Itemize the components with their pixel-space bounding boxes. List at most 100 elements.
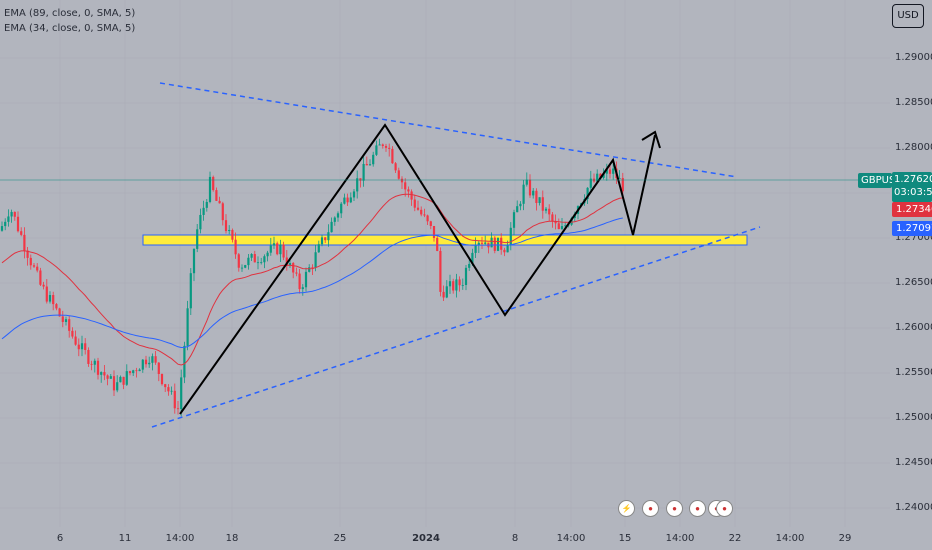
candle-body xyxy=(288,263,292,266)
candle-body xyxy=(413,199,416,208)
lower-trendline xyxy=(151,226,761,428)
candle-body xyxy=(400,178,404,183)
candle-body xyxy=(128,371,132,374)
candle-body xyxy=(32,265,36,267)
candle-body xyxy=(484,242,487,244)
candle-body xyxy=(586,187,589,200)
candle-body xyxy=(500,237,503,250)
candle-body xyxy=(55,304,58,309)
candle-body xyxy=(132,370,135,374)
candle-body xyxy=(429,221,432,226)
symbol-badge: GBPUSD xyxy=(858,173,903,188)
candle-body xyxy=(164,384,167,388)
flag-icon[interactable]: ● xyxy=(666,500,683,517)
price-tick: 1.25500 xyxy=(895,367,932,378)
candle-body xyxy=(375,145,378,155)
candle-body xyxy=(560,226,564,230)
candle-body xyxy=(42,284,45,287)
candle-body xyxy=(471,252,474,264)
candle-body xyxy=(304,271,308,288)
event-icon[interactable]: ⚡ xyxy=(618,500,635,517)
candle-body xyxy=(260,262,263,264)
candle-body xyxy=(154,356,157,363)
candle-body xyxy=(10,211,13,217)
candle-body xyxy=(100,372,103,375)
candle-body xyxy=(423,214,426,216)
candle-body xyxy=(13,211,16,217)
candle-body xyxy=(231,229,234,240)
candle-body xyxy=(314,252,317,268)
candle-body xyxy=(544,208,548,211)
candle-body xyxy=(148,362,151,365)
time-tick: 18 xyxy=(225,533,239,544)
candle-body xyxy=(36,266,39,271)
ema89-badge: 1.27097 xyxy=(892,221,932,236)
candle-body xyxy=(327,232,330,241)
candle-body xyxy=(103,372,106,376)
candle-body xyxy=(282,244,285,258)
price-tick: 1.29000 xyxy=(895,52,932,63)
time-tick: 22 xyxy=(728,533,742,544)
candle-body xyxy=(224,220,228,232)
candle-body xyxy=(68,319,71,331)
candle-body xyxy=(0,226,4,231)
candle-body xyxy=(157,362,160,374)
candle-body xyxy=(496,237,500,251)
candle-body xyxy=(167,387,170,392)
candle-body xyxy=(125,371,128,385)
candle-body xyxy=(183,345,186,378)
candle-body xyxy=(330,221,333,233)
candle-body xyxy=(535,190,538,203)
candle-body xyxy=(119,376,122,383)
candle-body xyxy=(311,267,314,269)
candle-body xyxy=(445,286,448,298)
time-tick: 6 xyxy=(56,533,64,544)
currency-button[interactable]: USD xyxy=(892,4,924,28)
candle-body xyxy=(80,343,84,350)
candle-body xyxy=(420,209,423,215)
price-tick: 1.24000 xyxy=(895,502,932,513)
price-tick: 1.26500 xyxy=(895,277,932,288)
zigzag-pattern xyxy=(179,123,656,415)
time-tick: 14:00 xyxy=(665,533,695,544)
candle-body xyxy=(397,170,400,179)
candle-body xyxy=(64,319,68,322)
candle-body xyxy=(170,390,173,392)
time-tick: 25 xyxy=(333,533,347,544)
flag-icon[interactable]: ● xyxy=(642,500,659,517)
candle-body xyxy=(84,343,87,350)
candle-body xyxy=(394,163,397,171)
candle-body xyxy=(378,144,381,146)
candle-body xyxy=(247,257,250,266)
last-price-badge: 1.27620 03:03:55 xyxy=(892,172,932,202)
time-tick: 11 xyxy=(118,533,132,544)
candle-body xyxy=(490,237,493,248)
candle-body xyxy=(308,267,311,272)
candle-body xyxy=(215,190,218,201)
countdown-timer: 03:03:55 xyxy=(894,187,932,198)
candle-body xyxy=(192,248,196,274)
candle-body xyxy=(356,178,359,192)
candle-body xyxy=(506,244,509,253)
candle-body xyxy=(320,237,324,245)
candle-body xyxy=(410,191,413,200)
candle-body xyxy=(458,279,461,286)
candle-body xyxy=(138,369,141,372)
candle-body xyxy=(189,273,192,309)
candle-body xyxy=(362,163,365,181)
support-zone xyxy=(142,234,748,246)
flag-icon[interactable]: ● xyxy=(689,500,706,517)
candle-body xyxy=(519,203,522,207)
candle-body xyxy=(228,229,231,232)
candle-body xyxy=(237,254,240,268)
candle-body xyxy=(455,279,458,291)
candle-body xyxy=(77,344,80,350)
candle-body xyxy=(317,244,320,253)
candle-body xyxy=(503,249,506,253)
candle-body xyxy=(509,227,512,245)
flag-icon[interactable]: ● xyxy=(716,500,733,517)
candle-body xyxy=(250,254,253,258)
candle-body xyxy=(116,382,119,391)
candle-body xyxy=(554,221,557,224)
